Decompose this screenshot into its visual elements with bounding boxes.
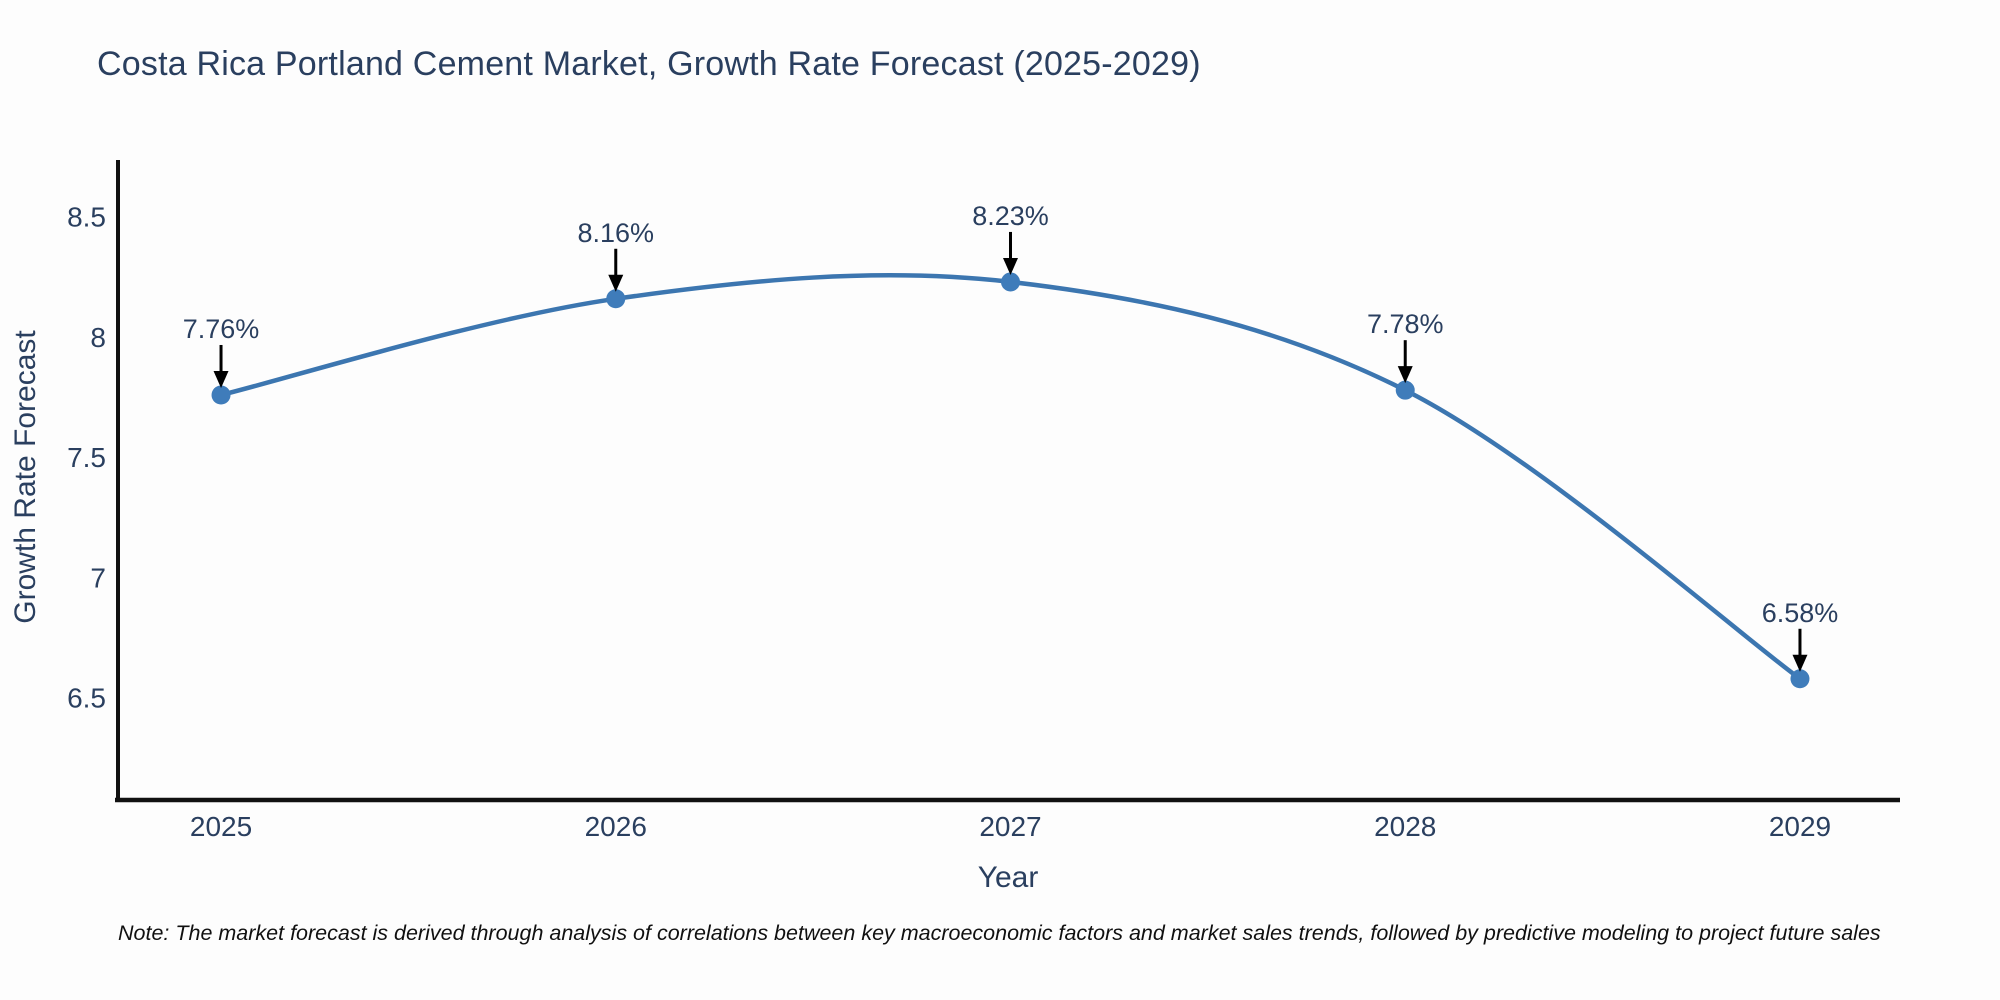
y-tick-label: 8.5 [67, 202, 106, 233]
annotation-arrow-head [608, 274, 624, 292]
point-value-label: 7.78% [1367, 309, 1444, 339]
point-value-label: 6.58% [1762, 598, 1839, 628]
chart-title: Costa Rica Portland Cement Market, Growt… [97, 45, 1201, 83]
point-value-label: 8.23% [972, 201, 1049, 231]
annotation-arrow-head [213, 370, 229, 388]
annotation-arrow-head [1003, 257, 1018, 275]
annotation-arrow-head [1397, 366, 1413, 384]
x-tick-label: 2026 [585, 811, 647, 842]
x-tick-label: 2029 [1769, 811, 1831, 842]
x-axis-title: Year [977, 861, 1039, 894]
y-tick-label: 7.5 [67, 442, 106, 473]
point-value-label: 8.16% [577, 218, 654, 248]
data-point-2025 [211, 385, 231, 405]
chart-footnote: Note: The market forecast is derived thr… [118, 921, 1881, 945]
y-axis-title: Growth Rate Forecast [9, 330, 42, 624]
y-tick-label: 7 [90, 562, 106, 593]
y-tick-label: 8 [90, 322, 106, 353]
y-tick-label: 6.5 [67, 683, 106, 714]
data-point-2028 [1395, 380, 1415, 400]
annotation-arrow-head [1792, 654, 1808, 672]
x-tick-label: 2027 [979, 811, 1041, 842]
data-point-2027 [1001, 272, 1020, 292]
point-value-label: 7.76% [183, 314, 260, 344]
x-tick-label: 2025 [190, 811, 252, 842]
forecast-line [218, 273, 1803, 682]
data-point-2029 [1790, 669, 1810, 689]
x-tick-label: 2028 [1374, 811, 1436, 842]
data-point-2026 [606, 289, 626, 309]
